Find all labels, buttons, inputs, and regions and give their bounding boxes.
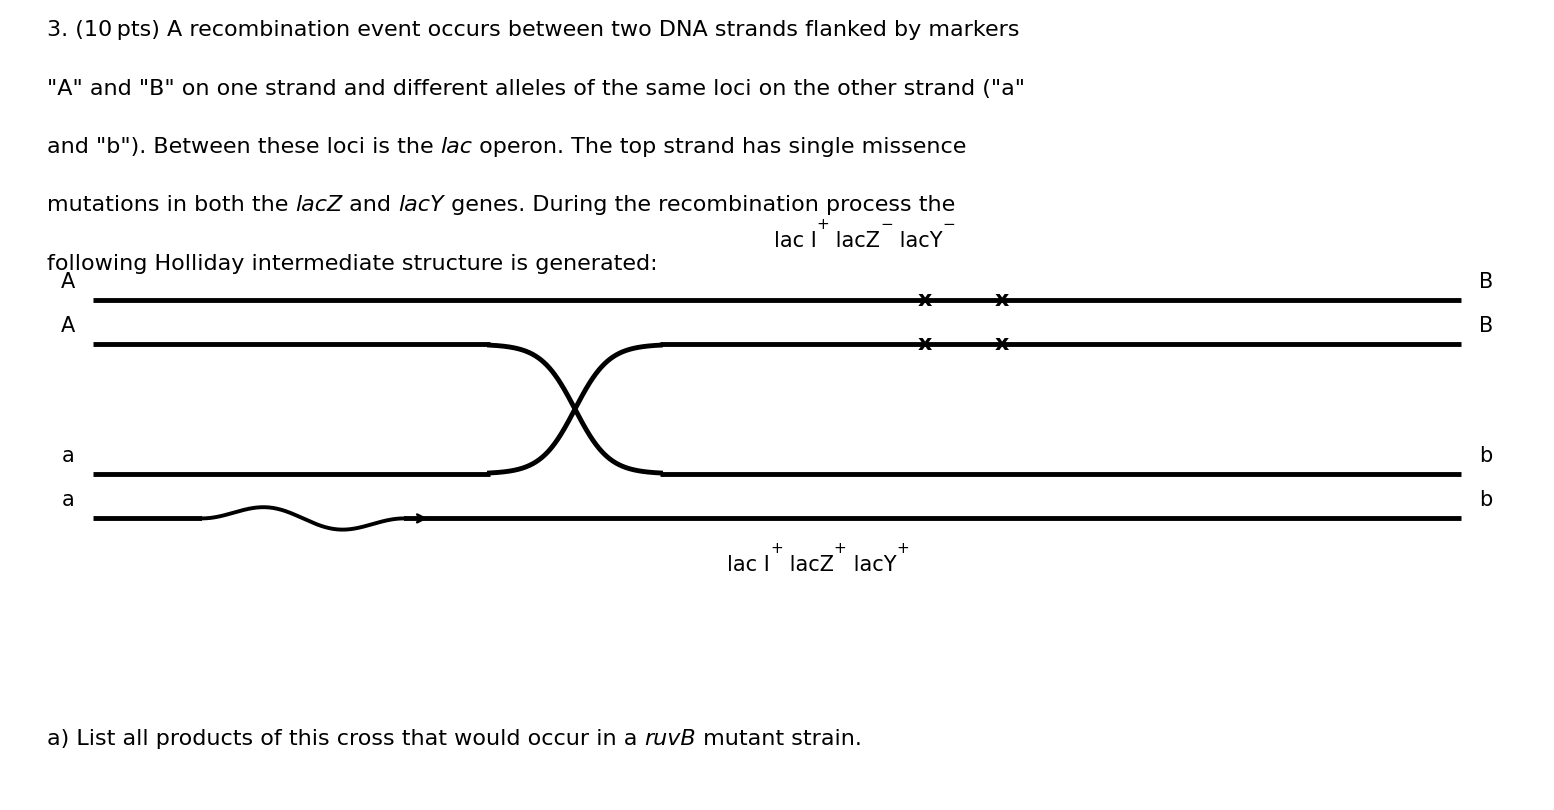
Text: lac I: lac I — [727, 555, 771, 575]
Text: +: + — [834, 541, 847, 556]
Text: −: − — [881, 217, 894, 232]
Text: lacY: lacY — [847, 555, 897, 575]
Text: A: A — [61, 316, 75, 336]
Text: b: b — [1479, 490, 1493, 510]
Text: 3. (10 pts) A recombination event occurs between two DNA strands flanked by mark: 3. (10 pts) A recombination event occurs… — [47, 20, 1019, 40]
Text: and "b"). Between these loci is the: and "b"). Between these loci is the — [47, 137, 440, 157]
Text: x: x — [917, 335, 932, 354]
Text: operon. The top strand has single missence: operon. The top strand has single missen… — [472, 137, 967, 157]
Text: B: B — [1479, 316, 1493, 336]
Text: +: + — [817, 217, 830, 232]
Text: b: b — [1479, 446, 1493, 466]
Text: +: + — [771, 541, 783, 556]
Text: lacZ: lacZ — [830, 231, 881, 251]
Text: A: A — [61, 271, 75, 292]
Text: −: − — [943, 217, 956, 232]
Text: genes. During the recombination process the: genes. During the recombination process … — [444, 195, 956, 215]
Text: +: + — [897, 541, 909, 556]
Text: +: + — [771, 541, 783, 556]
Text: a: a — [62, 446, 75, 466]
Text: x: x — [995, 290, 1010, 309]
Text: +: + — [817, 217, 830, 232]
Text: lacY: lacY — [894, 231, 943, 251]
Text: ruvB: ruvB — [643, 729, 696, 749]
Text: and: and — [342, 195, 398, 215]
Text: x: x — [995, 335, 1010, 354]
Text: x: x — [917, 290, 932, 309]
Text: lacZ: lacZ — [783, 555, 834, 575]
Text: mutations in both the: mutations in both the — [47, 195, 295, 215]
Text: −: − — [881, 217, 894, 232]
Text: following Holliday intermediate structure is generated:: following Holliday intermediate structur… — [47, 254, 657, 274]
Text: B: B — [1479, 271, 1493, 292]
Text: lac I: lac I — [774, 231, 817, 251]
Text: lacZ: lacZ — [295, 195, 342, 215]
Text: +: + — [897, 541, 909, 556]
Text: lac: lac — [440, 137, 472, 157]
Text: a: a — [62, 490, 75, 510]
Text: +: + — [834, 541, 847, 556]
Text: lacY: lacY — [398, 195, 444, 215]
Text: "A" and "B" on one strand and different alleles of the same loci on the other st: "A" and "B" on one strand and different … — [47, 79, 1024, 99]
Text: −: − — [943, 217, 956, 232]
Text: mutant strain.: mutant strain. — [696, 729, 861, 749]
Text: a) List all products of this cross that would occur in a: a) List all products of this cross that … — [47, 729, 643, 749]
